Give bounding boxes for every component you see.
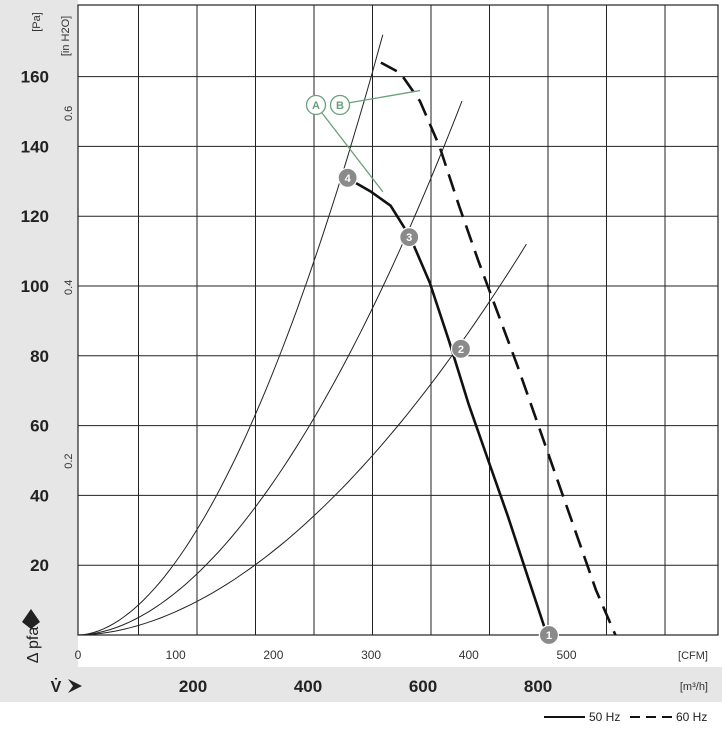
unit-m3h: [m³/h] (680, 681, 708, 693)
callout-circle-B (329, 94, 351, 116)
callout-circle-A (305, 94, 327, 116)
y-tick-pa-80: 80 (30, 347, 49, 366)
y-tick-pa-160: 160 (21, 68, 49, 87)
y-tick-pa-140: 140 (21, 137, 49, 156)
plot-area (78, 5, 718, 635)
y-axis-arrow (22, 609, 40, 629)
system-curve-1 (77, 34, 384, 636)
y-tick-pa-60: 60 (30, 417, 49, 436)
x-tick-cfm-200: 200 (263, 648, 283, 662)
unit-pa: [Pa] (31, 12, 43, 32)
callout-label-A: A (312, 100, 320, 112)
unit-cfm: [CFM] (678, 650, 708, 662)
operating-point-4 (337, 167, 358, 188)
series-line-60hz (380, 61, 617, 636)
system-curve-3 (77, 243, 527, 636)
series-lines (346, 61, 617, 636)
system-curve-2 (77, 100, 463, 636)
grid-lines (77, 4, 719, 636)
legend-label-50hz: 50 Hz (589, 710, 620, 724)
operating-point-3 (399, 227, 420, 248)
operating-point-label-3: 3 (406, 232, 412, 244)
y-tick-pa-40: 40 (30, 486, 49, 505)
x-tick-cfm-400: 400 (459, 648, 479, 662)
operating-point-label-2: 2 (458, 344, 464, 356)
y-tick-inh2o-0.6: 0.6 (63, 106, 75, 121)
operating-point-1 (538, 624, 560, 646)
y-axis-band (0, 0, 78, 702)
legend: 50 Hz 60 Hz (544, 710, 707, 724)
x-tick-m3h-800: 800 (524, 677, 552, 696)
operating-point-2 (450, 338, 472, 359)
callout-leader-B (347, 89, 421, 104)
callout-label-B: B (336, 100, 344, 112)
y-tick-pa-120: 120 (21, 207, 49, 226)
operating-points: 1 2 3 4 (337, 167, 560, 646)
x-axis-arrow (68, 679, 82, 693)
x-tick-m3h-600: 600 (409, 677, 437, 696)
x-tick-cfm-100: 100 (166, 648, 186, 662)
plot-frame (77, 4, 719, 636)
operating-point-label-1: 1 (546, 630, 552, 642)
x-axis-symbol: V̇ (51, 678, 62, 696)
x-tick-cfm-500: 500 (556, 648, 576, 662)
y-axis-symbol: Δ pfa (25, 627, 42, 664)
operating-point-label-4: 4 (345, 173, 352, 185)
unit-inh2o: [in H2O] (60, 16, 72, 56)
callout-leader-A (321, 112, 384, 193)
legend-label-60hz: 60 Hz (676, 710, 707, 724)
x-axis-band (0, 667, 722, 702)
y-tick-inh2o-0.4: 0.4 (63, 280, 75, 295)
x-tick-cfm-300: 300 (361, 648, 381, 662)
y-tick-inh2o-0.2: 0.2 (63, 453, 75, 468)
series-line-50hz (346, 176, 549, 636)
y-tick-pa-100: 100 (21, 277, 49, 296)
tick-labels: 20 40 60 80 100 120 140 160 0.2 0.4 0.6 0 100 200 300 4… (21, 68, 577, 696)
x-tick-m3h-200: 200 (179, 677, 207, 696)
x-tick-m3h-400: 400 (294, 677, 322, 696)
y-tick-pa-20: 20 (30, 556, 49, 575)
x-tick-cfm-0: 0 (75, 648, 82, 662)
system-curves (77, 34, 527, 636)
